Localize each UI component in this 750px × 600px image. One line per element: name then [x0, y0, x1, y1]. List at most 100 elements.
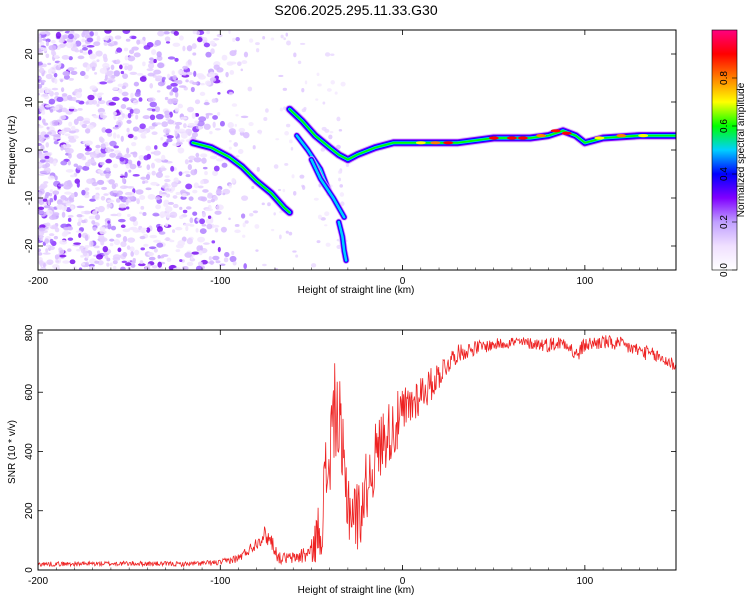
spectral-noise-blob: [94, 148, 100, 154]
x-tick-label: -200: [28, 576, 48, 587]
spectral-noise-blob: [244, 220, 249, 224]
spectral-noise-blob: [156, 90, 161, 93]
spectral-noise-blob: [68, 138, 77, 143]
spectral-noise-blob: [105, 167, 111, 172]
spectral-noise-blob: [115, 198, 121, 203]
spectral-noise-blob: [290, 146, 294, 151]
spectral-noise-blob: [157, 30, 165, 37]
spectral-noise-blob: [136, 39, 141, 45]
spectral-noise-blob: [248, 38, 254, 43]
spectral-noise-blob: [94, 31, 99, 37]
spectral-noise-blob: [191, 112, 196, 119]
spectral-noise-blob: [148, 256, 156, 261]
spectral-noise-blob: [301, 87, 305, 93]
spectral-noise-blob: [284, 162, 289, 166]
spectral-noise-blob: [275, 138, 280, 141]
spectral-noise-blob: [112, 86, 119, 91]
spectral-noise-blob: [140, 247, 146, 251]
spectral-noise-blob: [77, 55, 85, 60]
spectral-noise-blob: [41, 63, 47, 68]
spectral-noise-blob: [181, 193, 187, 198]
spectral-noise-blob: [200, 82, 205, 86]
spectral-noise-blob: [78, 232, 82, 238]
spectral-noise-blob: [100, 143, 106, 150]
spectral-noise-blob: [41, 110, 46, 115]
spectral-noise-blob: [140, 176, 147, 180]
spectral-noise-blob: [160, 136, 164, 141]
ridge-hot-spot: [594, 136, 605, 140]
spectral-noise-blob: [140, 227, 148, 232]
spectral-noise-blob: [181, 236, 187, 242]
spectral-noise-blob: [203, 42, 211, 48]
spectral-noise-blob: [175, 91, 179, 98]
spectral-noise-blob: [205, 208, 214, 212]
spectral-noise-blob: [66, 42, 74, 49]
spectral-noise-blob: [147, 263, 151, 268]
spectral-noise-blob: [115, 59, 121, 64]
spectral-noise-blob: [243, 51, 249, 58]
spectral-noise-blob: [154, 106, 161, 113]
spectral-noise-blob: [52, 190, 60, 196]
spectral-noise-blob: [122, 73, 129, 79]
spectral-noise-blob: [77, 108, 83, 111]
spectral-noise-blob: [273, 164, 279, 169]
spectral-noise-blob: [213, 64, 220, 70]
spectral-noise-blob: [132, 173, 140, 177]
spectral-noise-blob: [94, 260, 100, 264]
spectral-noise-blob: [192, 189, 198, 194]
spectral-noise-blob: [228, 146, 232, 150]
spectral-noise-blob: [254, 224, 260, 229]
spectral-noise-blob: [121, 177, 126, 184]
spectral-noise-blob: [162, 142, 168, 148]
spectral-noise-blob: [261, 202, 265, 206]
spectral-noise-blob: [95, 214, 101, 221]
spectral-noise-blob: [338, 177, 342, 182]
y-tick-label: 0: [24, 567, 35, 573]
spectral-noise-blob: [214, 128, 221, 131]
colorbar-tick-label: 0.0: [719, 263, 730, 277]
spectral-noise-blob: [61, 55, 70, 60]
spectral-noise-blob: [234, 49, 237, 53]
spectral-noise-blob: [228, 140, 232, 143]
spectral-noise-blob: [113, 239, 121, 246]
spectral-noise-blob: [131, 141, 137, 147]
spectral-noise-blob: [120, 103, 127, 110]
spectrogram-ridges: [188, 104, 676, 264]
spectral-noise-blob: [207, 192, 213, 197]
spectral-noise-blob: [214, 228, 219, 233]
spectral-noise-blob: [163, 31, 170, 35]
spectral-noise-blob: [67, 67, 75, 72]
spectral-noise-blob: [53, 54, 60, 59]
spectral-noise-blob: [114, 35, 122, 40]
spectral-noise-blob: [116, 47, 123, 53]
spectral-noise-blob: [185, 183, 193, 190]
spectral-noise-blob: [194, 113, 200, 117]
spectral-noise-blob: [203, 123, 211, 130]
spectral-noise-blob: [273, 212, 276, 216]
spectral-noise-blob: [167, 119, 175, 125]
spectral-noise-blob: [142, 211, 147, 216]
spectral-noise-blob: [132, 220, 139, 227]
spectral-noise-blob: [124, 262, 132, 267]
ridge-hot-spot: [443, 141, 454, 145]
spectral-noise-blob: [228, 183, 233, 189]
spectral-noise-blob: [167, 201, 174, 205]
spectral-noise-blob: [229, 255, 237, 263]
spectral-noise-blob: [109, 238, 115, 242]
spectral-noise-blob: [170, 82, 178, 87]
spectral-noise-blob: [45, 209, 53, 216]
spectral-noise-blob: [202, 166, 208, 170]
spectral-noise-blob: [133, 136, 138, 140]
spectral-noise-blob: [78, 267, 83, 270]
spectral-noise-blob: [224, 252, 230, 258]
spectral-noise-blob: [196, 245, 203, 252]
spectral-noise-blob: [149, 83, 154, 89]
spectral-noise-blob: [149, 57, 154, 61]
spectral-noise-blob: [47, 131, 52, 135]
spectral-noise-blob: [324, 52, 331, 57]
spectral-noise-blob: [184, 159, 189, 165]
spectral-noise-blob: [240, 213, 246, 219]
spectral-noise-blob: [153, 150, 161, 156]
spectral-noise-blob: [39, 267, 47, 270]
spectral-noise-blob: [122, 63, 130, 66]
